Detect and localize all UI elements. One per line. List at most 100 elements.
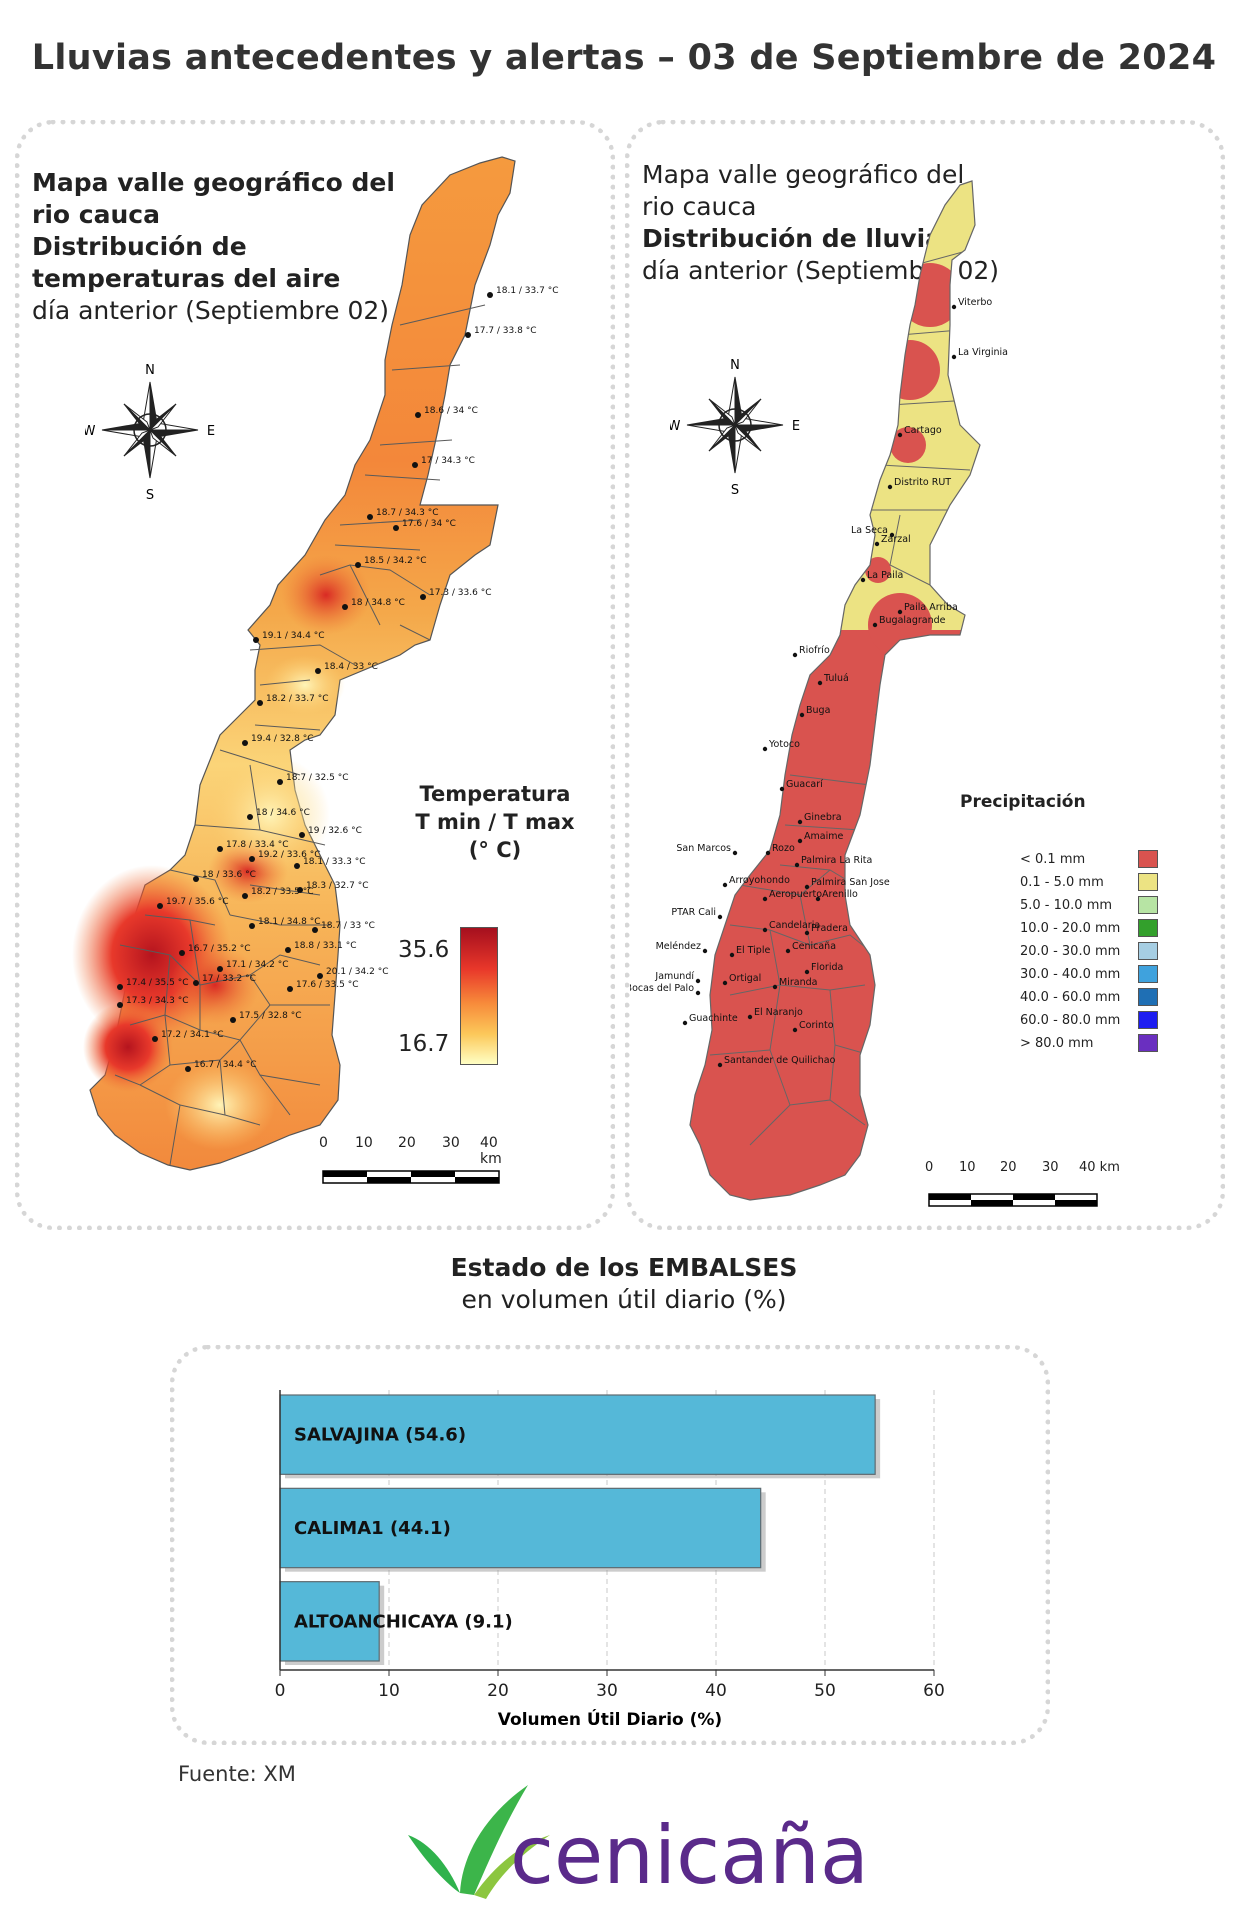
- place-label: La Seca: [851, 525, 888, 536]
- station-marker: [217, 846, 223, 852]
- place-label: Miranda: [779, 977, 817, 988]
- station-label: 16.7 / 34.4 °C: [194, 1060, 256, 1070]
- station-marker: [367, 514, 373, 520]
- place-marker: [762, 896, 768, 902]
- place-label: Pradera: [811, 923, 848, 934]
- place-marker: [717, 1062, 723, 1068]
- place-marker: [804, 930, 810, 936]
- scale-bar-temperature: 0 10 20 30 40 km: [319, 1135, 502, 1167]
- svg-text:E: E: [792, 419, 800, 434]
- place-label: Distrito RUT: [894, 477, 951, 488]
- precipitation-legend-swatch: [1138, 988, 1158, 1006]
- station-marker: [317, 973, 323, 979]
- place-label: Florida: [811, 962, 843, 973]
- station-marker: [257, 700, 263, 706]
- x-tick-label: 0: [275, 1681, 286, 1701]
- precipitation-legend-item: 20.0 - 30.0 mm: [1020, 942, 1158, 960]
- station-marker: [342, 604, 348, 610]
- bar-label: SALVAJINA (54.6): [294, 1425, 466, 1446]
- station-marker: [242, 740, 248, 746]
- place-marker: [951, 304, 957, 310]
- place-label: Bocas del Palo: [630, 983, 694, 994]
- station-marker: [152, 1036, 158, 1042]
- place-marker: [799, 712, 805, 718]
- reservoirs-title: Estado de los EMBALSES en volumen útil d…: [0, 1252, 1248, 1316]
- station-label: 20.1 / 34.2 °C: [326, 967, 388, 977]
- temperature-colorbar: [460, 927, 498, 1065]
- station-label: 18.8 / 33.1 °C: [294, 941, 356, 951]
- place-marker: [762, 927, 768, 933]
- station-label: 17.2 / 34.1 °C: [161, 1030, 223, 1040]
- place-marker: [729, 952, 735, 958]
- station-label: 18.5 / 34.2 °C: [364, 556, 426, 566]
- x-tick-label: 10: [378, 1681, 400, 1701]
- place-marker: [815, 896, 821, 902]
- precipitation-legend-label: 20.0 - 30.0 mm: [1020, 943, 1121, 959]
- rainfall-map: Viterbo La Virginia Cartago Distrito RUT La …: [630, 180, 1008, 1201]
- station-label: 18 / 34.8 °C: [351, 598, 405, 608]
- cenicana-logo: cenicaña: [408, 1785, 869, 1902]
- place-label: Cartago: [904, 425, 942, 436]
- place-label: Santander de Quilichao: [724, 1055, 836, 1066]
- precipitation-legend: < 0.1 mm 0.1 - 5.0 mm 5.0 - 10.0 mm 10.0 - …: [1020, 850, 1190, 1140]
- precipitation-legend-item: 5.0 - 10.0 mm: [1020, 896, 1158, 914]
- station-marker: [287, 986, 293, 992]
- place-label: Arroyohondo: [729, 875, 790, 886]
- station-marker: [242, 893, 248, 899]
- precipitation-legend-swatch: [1138, 896, 1158, 914]
- reservoirs-subtitle: en volumen útil diario (%): [461, 1285, 787, 1314]
- x-tick-label: 60: [923, 1681, 945, 1701]
- station-label: 18.1 / 33.3 °C: [303, 857, 365, 867]
- x-tick-label: 40: [705, 1681, 727, 1701]
- x-tick-label: 30: [596, 1681, 618, 1701]
- station-marker: [253, 637, 259, 643]
- station-marker: [465, 332, 471, 338]
- place-label: San Marcos: [676, 843, 731, 854]
- station-label: 19.2 / 33.6 °C: [258, 850, 320, 860]
- precipitation-legend-swatch: [1138, 942, 1158, 960]
- place-marker: [794, 862, 800, 868]
- svg-text:E: E: [207, 424, 215, 439]
- place-label: Riofrío: [799, 645, 830, 656]
- precipitation-legend-item: > 80.0 mm: [1020, 1034, 1158, 1052]
- scale-bar-graphic: [322, 1170, 500, 1184]
- page-title: Lluvias antecedentes y alertas – 03 de S…: [31, 38, 1217, 78]
- rainfall-map-panel: Mapa valle geográfico del rio cauca Dist…: [625, 120, 1225, 1230]
- place-label: Guachinte: [689, 1013, 738, 1024]
- precipitation-legend-label: > 80.0 mm: [1020, 1035, 1094, 1051]
- bar-label: ALTOANCHICAYA (9.1): [294, 1611, 513, 1632]
- temperature-map-panel: Mapa valle geográfico del rio cauca Dist…: [15, 120, 615, 1230]
- logo-text: cenicaña: [510, 1809, 869, 1902]
- bar: [279, 1581, 380, 1662]
- station-marker: [420, 594, 426, 600]
- station-label: 19.7 / 35.6 °C: [166, 897, 228, 907]
- precipitation-legend-label: 10.0 - 20.0 mm: [1020, 920, 1121, 936]
- station-label: 19 / 32.6 °C: [308, 826, 362, 836]
- svg-text:N: N: [730, 358, 740, 373]
- place-label: El Naranjo: [754, 1007, 803, 1018]
- station-marker: [315, 668, 321, 674]
- precipitation-legend-swatch: [1138, 1011, 1158, 1029]
- place-label: Rozo: [772, 843, 795, 854]
- source-note: Fuente: XM: [178, 1762, 296, 1786]
- station-label: 18.1 / 33.7 °C: [496, 286, 558, 296]
- place-marker: [722, 980, 728, 986]
- precipitation-legend-label: 30.0 - 40.0 mm: [1020, 966, 1121, 982]
- place-marker: [804, 884, 810, 890]
- place-label: Ginebra: [804, 812, 842, 823]
- x-tick-label: 20: [487, 1681, 509, 1701]
- temperature-map: 18.1 / 33.7 °C 17.7 / 33.8 °C 18.6 / 34 °C…: [72, 156, 558, 1171]
- place-marker: [874, 541, 880, 547]
- station-label: 19.4 / 32.8 °C: [251, 734, 313, 744]
- reservoir-chart-panel: [170, 1345, 1050, 1745]
- station-label: 17.8 / 33.4 °C: [226, 840, 288, 850]
- station-marker: [157, 903, 163, 909]
- precipitation-legend-swatch: [1138, 1034, 1158, 1052]
- temperature-legend-title: Temperatura T min / T max (° C): [415, 782, 575, 862]
- precipitation-legend-item: 30.0 - 40.0 mm: [1020, 965, 1158, 983]
- station-marker: [393, 525, 399, 531]
- station-marker: [249, 923, 255, 929]
- precipitation-legend-label: 60.0 - 80.0 mm: [1020, 1012, 1121, 1028]
- place-marker: [762, 746, 768, 752]
- place-label: Guacarí: [786, 779, 823, 790]
